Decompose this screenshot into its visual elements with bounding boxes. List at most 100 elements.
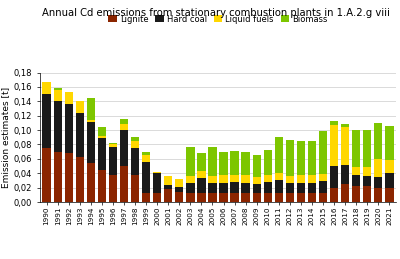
Bar xyxy=(164,189,172,202)
Bar xyxy=(42,82,51,94)
Bar xyxy=(308,193,316,202)
Bar xyxy=(219,183,228,193)
Bar xyxy=(252,155,261,177)
Bar xyxy=(64,153,73,202)
Bar xyxy=(197,178,206,193)
Bar xyxy=(87,163,95,202)
Bar xyxy=(186,147,194,176)
Bar xyxy=(286,176,294,183)
Bar xyxy=(363,176,372,186)
Bar xyxy=(374,123,382,159)
Bar xyxy=(219,193,228,202)
Bar xyxy=(197,171,206,178)
Bar xyxy=(319,174,327,181)
Bar xyxy=(275,137,283,173)
Bar xyxy=(363,167,372,176)
Bar xyxy=(308,141,316,175)
Bar xyxy=(153,172,161,193)
Bar xyxy=(341,165,349,184)
Bar xyxy=(363,186,372,202)
Bar xyxy=(175,192,184,202)
Bar xyxy=(98,138,106,170)
Bar xyxy=(42,94,51,148)
Bar xyxy=(131,141,139,148)
Bar xyxy=(208,147,217,176)
Bar xyxy=(242,193,250,202)
Bar xyxy=(297,183,305,193)
Bar xyxy=(87,122,95,163)
Bar xyxy=(264,193,272,202)
Bar xyxy=(76,101,84,113)
Bar xyxy=(197,153,206,171)
Bar xyxy=(98,136,106,138)
Bar xyxy=(208,193,217,202)
Bar xyxy=(142,193,150,202)
Bar xyxy=(341,124,349,127)
Bar xyxy=(275,193,283,202)
Bar xyxy=(120,119,128,124)
Bar xyxy=(87,120,95,122)
Bar xyxy=(109,147,117,175)
Bar xyxy=(42,148,51,202)
Bar xyxy=(197,193,206,202)
Bar xyxy=(363,130,372,167)
Bar xyxy=(120,130,128,166)
Bar xyxy=(230,193,239,202)
Bar xyxy=(120,166,128,202)
Bar xyxy=(330,125,338,166)
Bar xyxy=(131,175,139,202)
Bar xyxy=(264,149,272,175)
Y-axis label: Emission estimates [t]: Emission estimates [t] xyxy=(1,87,10,188)
Bar xyxy=(264,182,272,193)
Bar xyxy=(374,188,382,202)
Bar xyxy=(230,151,239,175)
Bar xyxy=(109,175,117,202)
Bar xyxy=(352,175,360,186)
Bar xyxy=(208,183,217,193)
Bar xyxy=(142,155,150,162)
Bar xyxy=(352,186,360,202)
Bar xyxy=(219,175,228,183)
Bar xyxy=(186,193,194,202)
Bar xyxy=(186,183,194,193)
Bar xyxy=(319,131,327,174)
Bar xyxy=(374,177,382,188)
Bar xyxy=(297,175,305,183)
Bar xyxy=(286,140,294,176)
Bar xyxy=(297,193,305,202)
Bar xyxy=(131,148,139,175)
Bar xyxy=(153,193,161,202)
Bar xyxy=(264,175,272,182)
Bar xyxy=(54,88,62,90)
Bar xyxy=(330,121,338,125)
Bar xyxy=(374,159,382,177)
Bar xyxy=(98,127,106,136)
Bar xyxy=(252,184,261,193)
Bar xyxy=(120,124,128,130)
Bar xyxy=(297,141,305,175)
Bar xyxy=(230,182,239,193)
Bar xyxy=(330,166,338,188)
Text: Annual Cd emissions from stationary combustion plants in 1.A.2.g viii: Annual Cd emissions from stationary comb… xyxy=(42,8,390,18)
Bar xyxy=(64,92,73,104)
Bar xyxy=(175,187,184,192)
Bar xyxy=(54,90,62,101)
Bar xyxy=(308,183,316,193)
Bar xyxy=(54,152,62,202)
Bar xyxy=(242,152,250,175)
Bar xyxy=(87,98,95,120)
Bar xyxy=(385,173,394,188)
Bar xyxy=(385,126,394,160)
Bar xyxy=(109,145,117,147)
Bar xyxy=(330,188,338,202)
Bar xyxy=(319,181,327,193)
Bar xyxy=(275,173,283,181)
Bar xyxy=(208,176,217,183)
Bar xyxy=(286,193,294,202)
Bar xyxy=(242,183,250,193)
Bar xyxy=(64,104,73,153)
Bar xyxy=(341,127,349,165)
Bar xyxy=(286,183,294,193)
Bar xyxy=(319,193,327,202)
Bar xyxy=(54,101,62,152)
